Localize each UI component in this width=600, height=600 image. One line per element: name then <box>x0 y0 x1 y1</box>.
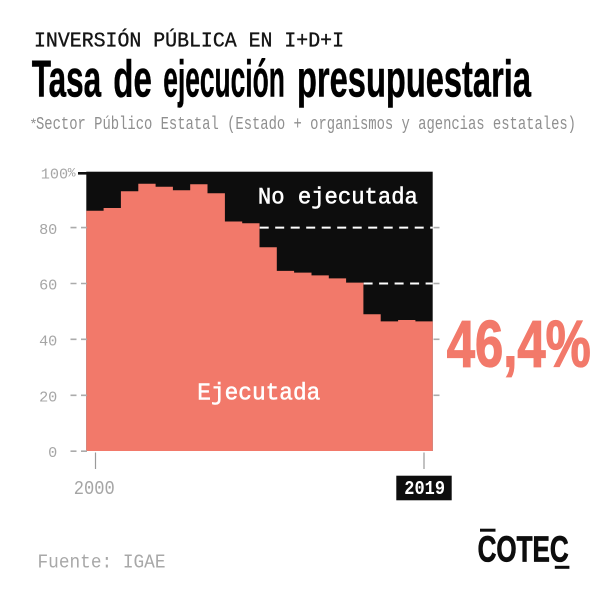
svg-text:No ejecutada: No ejecutada <box>258 184 418 211</box>
svg-text:COTEC: COTEC <box>478 529 569 570</box>
svg-text:100: 100 <box>41 165 68 183</box>
svg-text:Fuente: IGAE: Fuente: IGAE <box>38 551 166 573</box>
svg-text:2019: 2019 <box>404 478 445 500</box>
svg-text:80: 80 <box>39 221 57 239</box>
svg-text:Tasa: Tasa <box>32 50 102 108</box>
svg-text:Sector Público Estatal (Estado: Sector Público Estatal (Estado + organis… <box>36 113 576 134</box>
svg-text:INVERSIÓN PÚBLICA EN I+D+I: INVERSIÓN PÚBLICA EN I+D+I <box>34 29 344 53</box>
svg-text:%: % <box>68 166 76 181</box>
svg-text:46,4%: 46,4% <box>447 308 591 381</box>
svg-text:Ejecutada: Ejecutada <box>197 380 320 407</box>
svg-text:60: 60 <box>39 277 57 295</box>
svg-text:de: de <box>113 50 152 108</box>
svg-text:*: * <box>29 117 37 133</box>
svg-text:ejecución: ejecución <box>163 50 285 108</box>
svg-text:0: 0 <box>48 444 57 462</box>
svg-text:40: 40 <box>39 332 57 350</box>
svg-text:presupuestaria: presupuestaria <box>297 50 532 108</box>
svg-text:2000: 2000 <box>74 478 115 500</box>
svg-text:20: 20 <box>39 388 57 406</box>
